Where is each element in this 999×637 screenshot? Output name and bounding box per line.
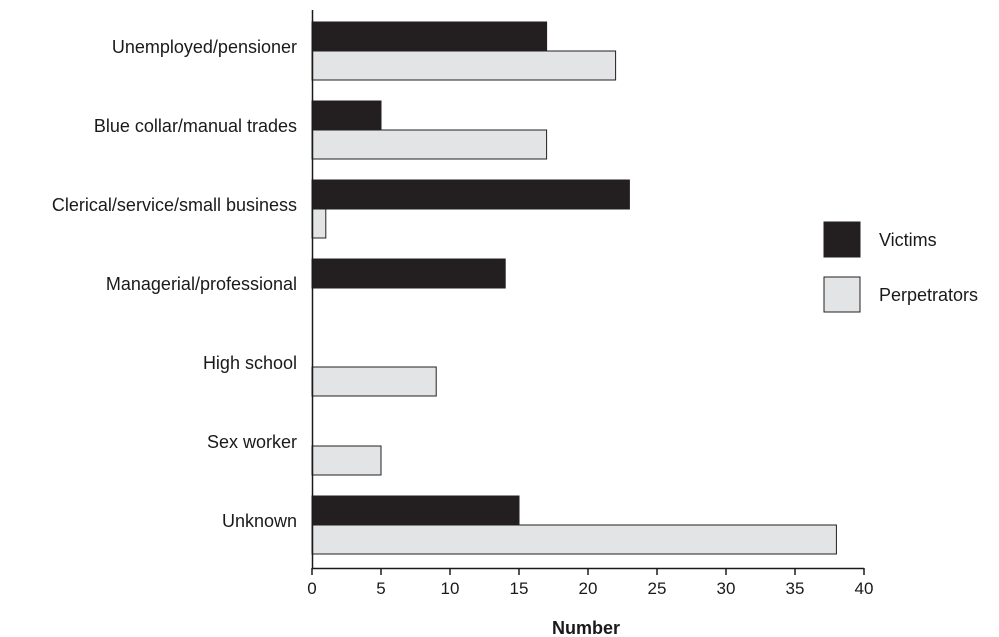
- x-tick-label-0: 0: [307, 579, 316, 598]
- bar-perpetrators-blue-collar-manual-trades: [311, 129, 548, 160]
- bar-perpetrators-unknown: [311, 524, 837, 555]
- bar-victims-managerial-professional: [311, 258, 506, 289]
- bar-victims-unknown: [311, 495, 520, 526]
- bar-victims-blue-collar-manual-trades: [311, 100, 382, 131]
- x-ticks: 0 5 10 15 20 25 30 35 40: [307, 568, 873, 598]
- x-tick-label-25: 25: [648, 579, 667, 598]
- bar-victims-clerical-service-small-business: [311, 179, 630, 210]
- category-label-clerical-service-small-business: Clerical/service/small business: [52, 195, 297, 215]
- x-tick-label-10: 10: [441, 579, 460, 598]
- bar-perpetrators-unemployed-pensioner: [311, 50, 617, 81]
- bar-perpetrators-sex-worker: [311, 445, 382, 476]
- x-tick-label-20: 20: [579, 579, 598, 598]
- bars-layer: [311, 21, 837, 555]
- category-label-high-school: High school: [203, 353, 297, 373]
- category-labels: Unemployed/pensioner Blue collar/manual t…: [52, 37, 297, 531]
- x-tick-label-30: 30: [717, 579, 736, 598]
- legend: Victims Perpetrators: [823, 221, 978, 313]
- category-label-sex-worker: Sex worker: [207, 432, 297, 452]
- bar-victims-unemployed-pensioner: [311, 21, 548, 52]
- legend-swatch-victims: [823, 221, 861, 258]
- legend-label-victims: Victims: [879, 230, 937, 250]
- bar-perpetrators-clerical-service-small-business: [311, 208, 327, 239]
- category-label-managerial-professional: Managerial/professional: [106, 274, 297, 294]
- x-tick-label-40: 40: [855, 579, 874, 598]
- bar-perpetrators-high-school: [311, 366, 437, 397]
- x-axis-title: Number: [552, 618, 620, 637]
- legend-swatch-perpetrators: [823, 276, 861, 313]
- x-tick-label-35: 35: [786, 579, 805, 598]
- x-tick-label-15: 15: [510, 579, 529, 598]
- category-label-unknown: Unknown: [222, 511, 297, 531]
- category-label-blue-collar-manual-trades: Blue collar/manual trades: [94, 116, 297, 136]
- legend-label-perpetrators: Perpetrators: [879, 285, 978, 305]
- category-label-unemployed-pensioner: Unemployed/pensioner: [112, 37, 297, 57]
- x-tick-label-5: 5: [376, 579, 385, 598]
